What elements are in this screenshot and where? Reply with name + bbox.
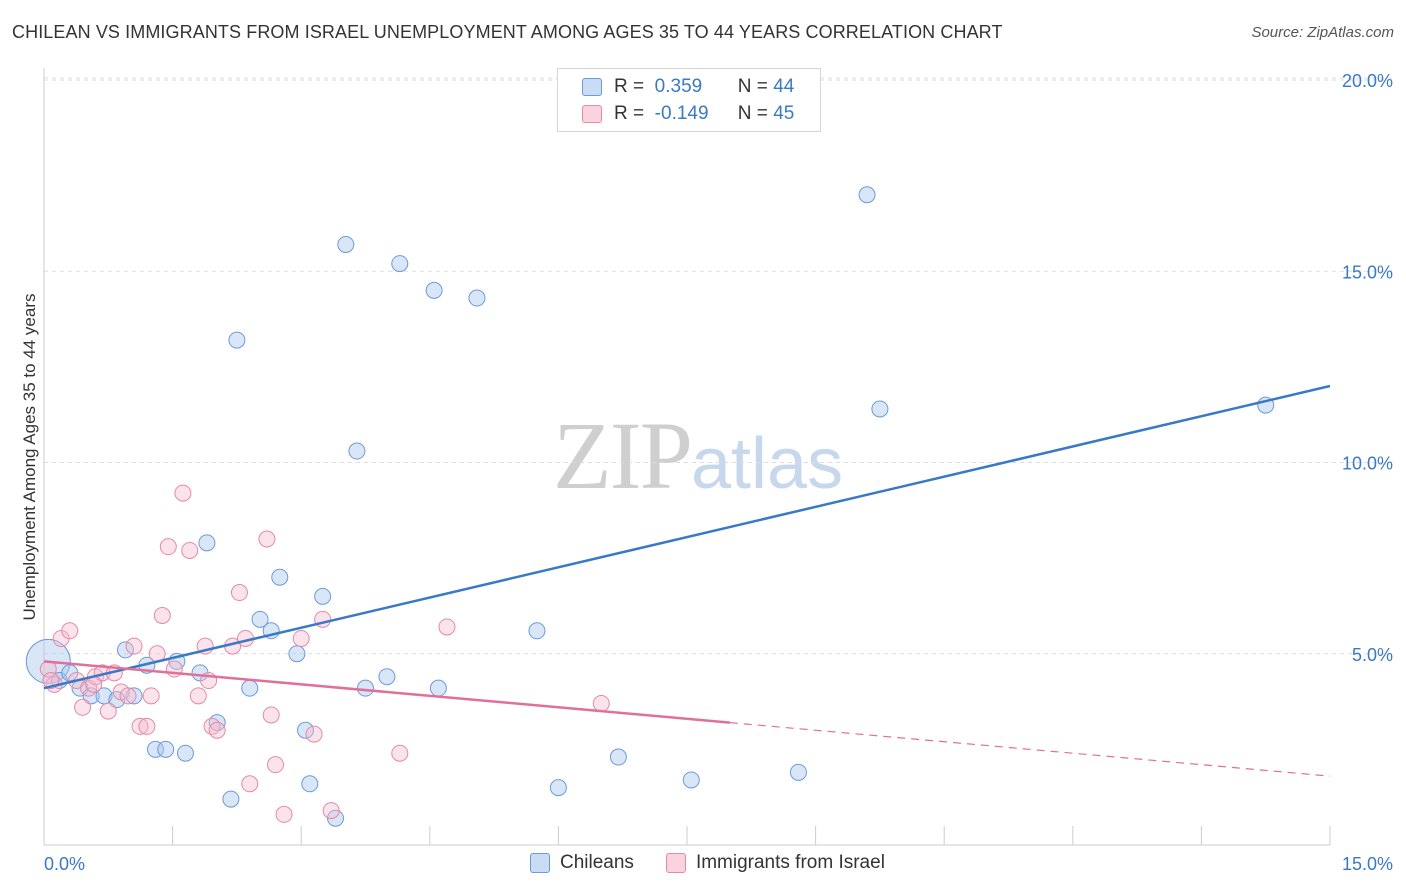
point-chileans xyxy=(609,748,627,766)
point-israel xyxy=(266,756,284,774)
point-chileans xyxy=(241,679,259,697)
legend-r-value: 0.359 xyxy=(654,76,703,97)
point-israel xyxy=(275,805,293,823)
point-chileans xyxy=(125,687,143,705)
point-chileans xyxy=(425,281,443,299)
point-israel xyxy=(592,694,610,712)
legend-n-label: N = xyxy=(737,76,768,97)
x-tick-label: 0.0% xyxy=(44,854,85,874)
point-israel xyxy=(305,725,323,743)
point-chileans xyxy=(176,744,194,762)
legend-n-value: 44 xyxy=(773,76,795,97)
legend-n-label: N = xyxy=(737,103,768,124)
point-chileans xyxy=(337,235,355,253)
point-israel xyxy=(153,607,171,624)
point-chileans xyxy=(378,668,396,686)
point-chileans xyxy=(871,400,889,418)
legend-r-value: -0.149 xyxy=(654,103,709,124)
series-label-israel: Immigrants from Israel xyxy=(695,852,885,873)
legend-r-label: R = xyxy=(614,103,645,124)
point-chileans xyxy=(108,691,126,709)
series-legend-chileans[interactable]: Chileans xyxy=(530,852,634,874)
y-tick-label: 5.0% xyxy=(1352,645,1393,665)
point-israel xyxy=(258,530,276,548)
point-israel xyxy=(241,775,259,793)
point-israel xyxy=(181,541,199,559)
point-chileans xyxy=(157,740,175,758)
legend-swatch-israel xyxy=(582,105,602,123)
point-israel xyxy=(262,706,280,724)
point-chileans xyxy=(314,587,332,605)
point-chileans xyxy=(271,568,289,586)
point-israel xyxy=(189,687,207,705)
point-chileans xyxy=(288,645,306,663)
chart-source: Source: ZipAtlas.com xyxy=(1251,24,1394,41)
y-tick-label: 10.0% xyxy=(1342,454,1393,474)
point-israel xyxy=(125,637,143,655)
point-israel xyxy=(142,687,160,705)
trendline-israel-extension xyxy=(729,722,1331,777)
point-chileans xyxy=(198,534,216,552)
point-israel xyxy=(174,484,192,502)
point-israel xyxy=(292,629,310,647)
y-tick-label: 20.0% xyxy=(1342,71,1393,91)
point-chileans xyxy=(528,622,546,640)
point-israel xyxy=(99,702,117,720)
point-chileans xyxy=(391,255,409,273)
point-chileans xyxy=(301,775,319,793)
point-chileans xyxy=(858,186,876,204)
point-israel xyxy=(119,687,137,705)
point-chileans xyxy=(682,771,700,789)
trendline-chileans xyxy=(43,384,1331,690)
point-israel xyxy=(230,584,248,602)
series-swatch-israel xyxy=(665,853,686,873)
point-chileans xyxy=(468,289,486,307)
series-legend-israel[interactable]: Immigrants from Israel xyxy=(665,852,885,874)
legend-swatch-chileans xyxy=(582,78,602,96)
point-chileans xyxy=(116,641,134,659)
point-israel xyxy=(74,698,92,716)
point-chileans xyxy=(222,790,240,808)
point-chileans xyxy=(296,721,314,739)
point-israel xyxy=(391,744,409,762)
point-israel xyxy=(208,721,226,739)
point-chileans xyxy=(146,740,164,758)
point-chileans xyxy=(251,610,269,628)
legend-r-label: R = xyxy=(614,76,645,97)
point-israel xyxy=(61,622,79,640)
point-israel xyxy=(138,717,156,735)
chart-title: CHILEAN VS IMMIGRANTS FROM ISRAEL UNEMPL… xyxy=(12,22,1003,42)
point-israel xyxy=(159,538,177,556)
point-chileans xyxy=(549,779,567,797)
series-swatch-chileans xyxy=(530,853,550,873)
series-legend: Chileans Immigrants from Israel xyxy=(530,852,917,874)
series-label-chileans: Chileans xyxy=(560,852,634,873)
point-chileans xyxy=(357,679,374,697)
point-chileans xyxy=(789,763,807,781)
point-israel xyxy=(131,717,149,735)
correlation-legend: R = 0.359 N = 44 R = -0.149 N = 45 xyxy=(557,68,821,132)
legend-n-value: 45 xyxy=(773,103,795,124)
legend-row-israel: R = -0.149 N = 45 xyxy=(582,102,794,126)
y-tick-label: 15.0% xyxy=(1342,262,1393,282)
x-tick-label: 15.0% xyxy=(1342,854,1393,874)
y-axis-label-wrap: Unemployment Among Ages 35 to 44 years xyxy=(16,265,46,649)
trendline-israel xyxy=(43,660,730,724)
legend-row-chileans: R = 0.359 N = 44 xyxy=(582,75,794,99)
point-israel xyxy=(438,618,456,636)
point-chileans xyxy=(348,442,366,460)
point-chileans xyxy=(326,809,344,827)
point-chileans xyxy=(228,331,246,349)
point-israel xyxy=(322,802,340,820)
point-chileans xyxy=(429,679,447,697)
y-axis-label: Unemployment Among Ages 35 to 44 years xyxy=(20,293,39,621)
